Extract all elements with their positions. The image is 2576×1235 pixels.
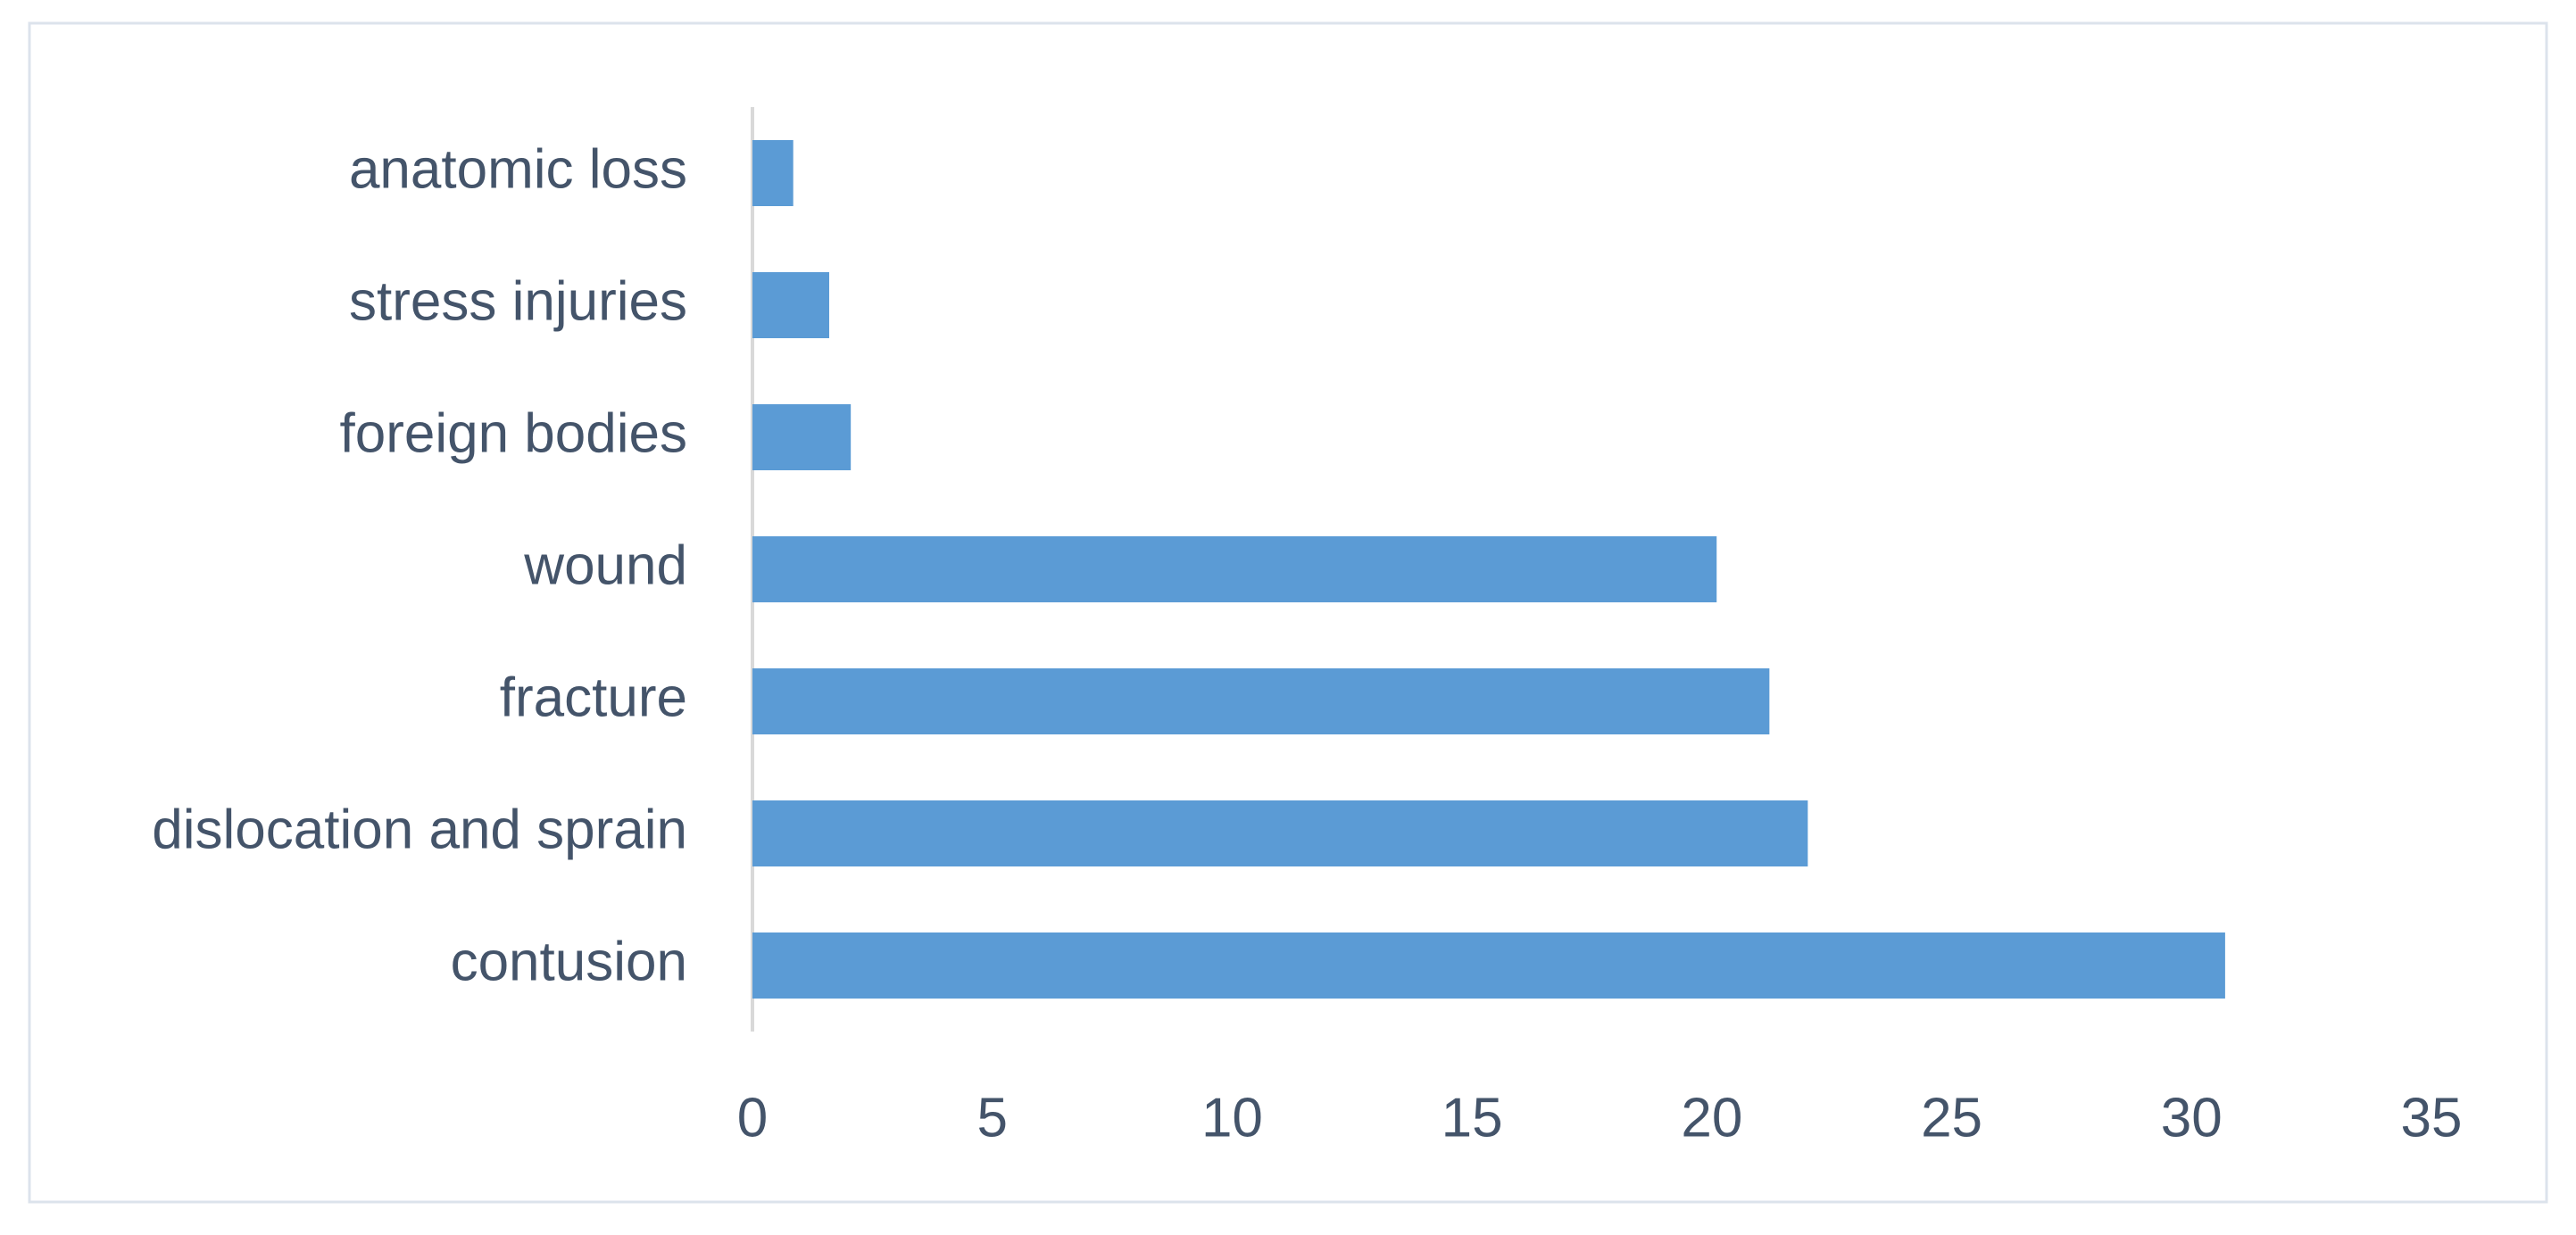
y-tick-label: wound [523, 535, 687, 596]
y-tick-label: contusion [451, 931, 687, 992]
x-tick-label: 25 [1921, 1087, 1982, 1148]
y-tick-label: stress injuries [349, 270, 687, 332]
bar [752, 536, 1717, 602]
x-tick-label: 20 [1681, 1087, 1742, 1148]
x-tick-label: 5 [976, 1087, 1007, 1148]
x-tick-label: 0 [737, 1087, 768, 1148]
x-tick-label: 10 [1201, 1087, 1263, 1148]
y-tick-label: anatomic loss [349, 138, 687, 200]
x-tick-label: 35 [2401, 1087, 2463, 1148]
x-tick-label: 15 [1442, 1087, 1503, 1148]
bar [752, 140, 794, 206]
bar [752, 932, 2225, 999]
bar [752, 404, 852, 470]
y-tick-label: dislocation and sprain [152, 799, 687, 860]
bar [752, 800, 1808, 866]
y-tick-label: foreign bodies [340, 402, 688, 464]
chart-border [28, 21, 2548, 1204]
y-tick-label: fracture [500, 667, 687, 728]
bar [752, 668, 1770, 734]
x-tick-label: 30 [2161, 1087, 2223, 1148]
bar [752, 272, 829, 338]
